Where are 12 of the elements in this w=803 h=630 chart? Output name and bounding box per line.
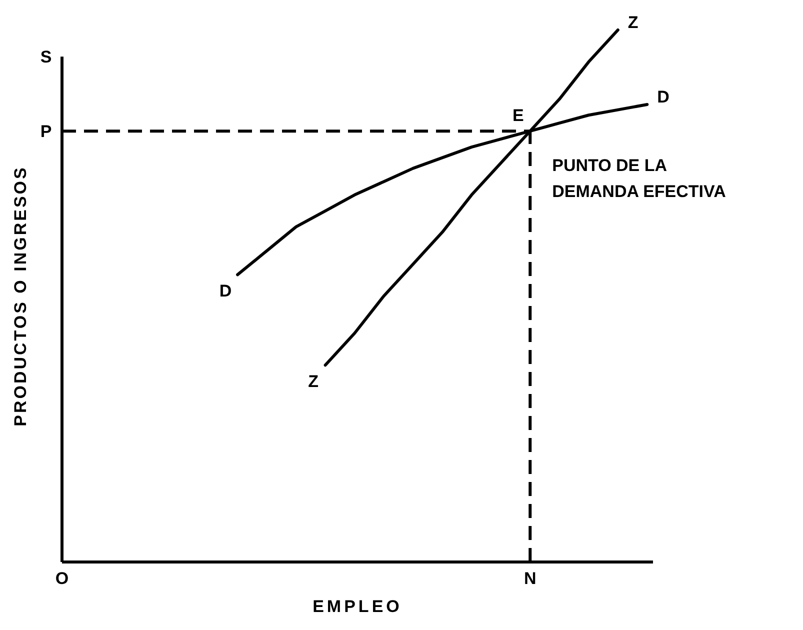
annotation: E xyxy=(512,106,524,126)
text: S xyxy=(40,48,52,67)
series-label: D xyxy=(219,282,232,301)
text: D xyxy=(657,87,670,106)
y-axis-title: PRODUCTOS O INGRESOS xyxy=(11,166,30,426)
annotation: PUNTO DE LA DEMANDA EFECTIVA xyxy=(552,156,726,202)
text: Z xyxy=(628,13,638,32)
x-axis-title: EMPLEO xyxy=(312,597,402,616)
x-tick-label: N xyxy=(524,569,536,588)
x-tick-label: O xyxy=(55,569,69,588)
series-label: Z xyxy=(308,372,319,392)
ref-line-label: P xyxy=(40,122,52,142)
